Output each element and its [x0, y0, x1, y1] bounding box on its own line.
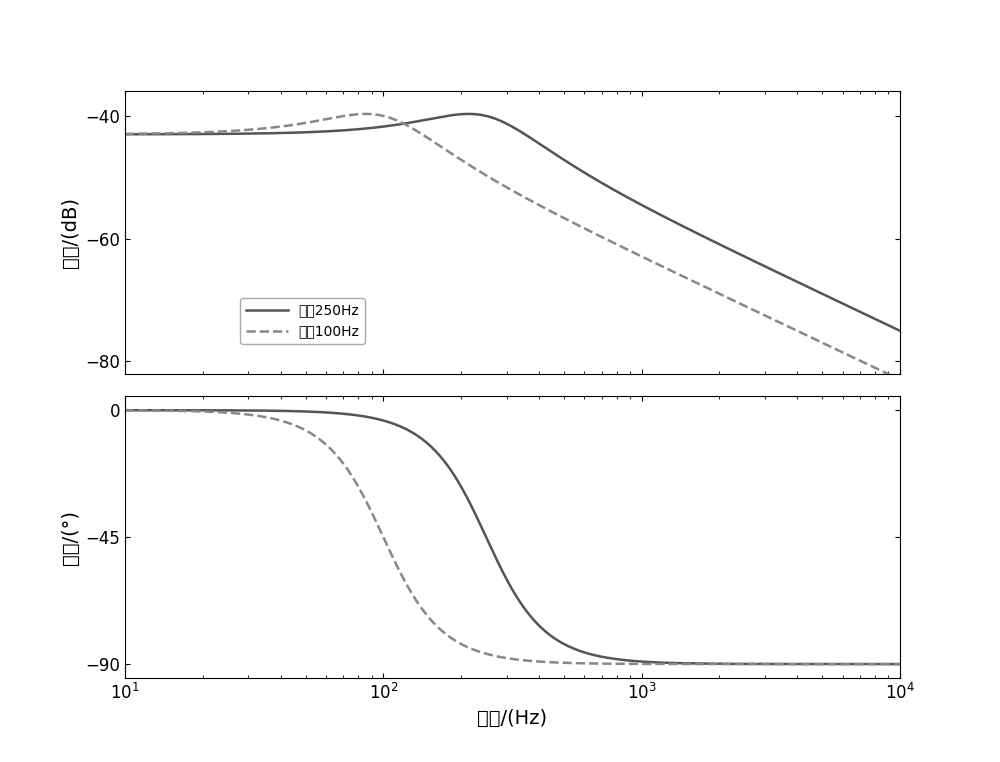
带宽100Hz — [450, 152, 462, 161]
带宽250Hz — [207, 130, 219, 139]
带宽100Hz — [119, 130, 131, 139]
带宽250Hz — [416, 116, 428, 125]
带宽250Hz — [253, 129, 265, 138]
带宽250Hz — [879, 319, 891, 328]
带宽250Hz — [463, 110, 475, 119]
Line: 带宽250Hz: 带宽250Hz — [125, 114, 900, 331]
带宽100Hz — [416, 130, 428, 139]
带宽250Hz — [796, 280, 808, 289]
带宽250Hz — [450, 110, 462, 120]
X-axis label: 频率/(Hz): 频率/(Hz) — [477, 709, 548, 728]
Y-axis label: 相位/(°): 相位/(°) — [61, 510, 80, 565]
Y-axis label: 幅値/(dB): 幅値/(dB) — [61, 197, 80, 268]
带宽250Hz — [894, 326, 906, 335]
带宽100Hz — [253, 124, 265, 133]
带宽100Hz — [796, 328, 808, 338]
Line: 带宽100Hz: 带宽100Hz — [125, 114, 900, 379]
Legend: 带宽250Hz, 带宽100Hz: 带宽250Hz, 带宽100Hz — [240, 298, 365, 344]
带宽100Hz — [360, 110, 372, 119]
带宽100Hz — [207, 127, 219, 136]
带宽100Hz — [879, 368, 891, 377]
带宽250Hz — [119, 130, 131, 139]
带宽100Hz — [894, 375, 906, 384]
